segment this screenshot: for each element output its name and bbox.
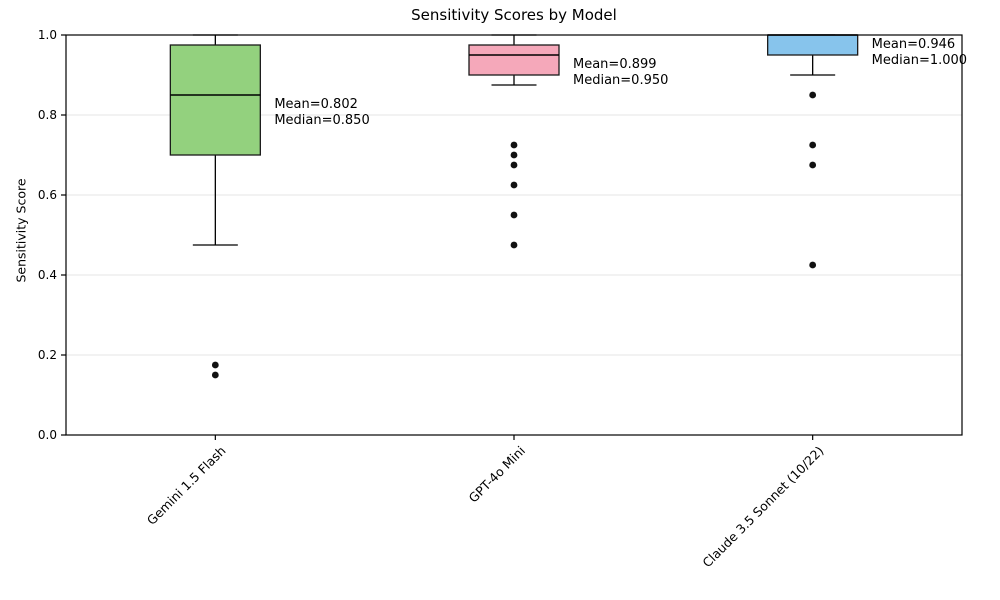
outlier-dot <box>510 141 518 149</box>
outlier-dot <box>510 181 518 189</box>
outlier-dot <box>809 161 817 169</box>
boxplot-box <box>468 44 560 76</box>
chart-title: Sensitivity Scores by Model <box>411 6 617 24</box>
stats-annotation: Mean=0.802 Median=0.850 <box>274 97 370 128</box>
outlier-dot <box>809 261 817 269</box>
outlier-dot <box>510 151 518 159</box>
y-tick-label: 0.0 <box>38 428 57 442</box>
outlier-dot <box>211 371 219 379</box>
boxplot-box <box>767 34 859 56</box>
y-tick-label: 0.2 <box>38 348 57 362</box>
outlier-dot <box>510 161 518 169</box>
boxplot-box <box>169 44 261 156</box>
y-tick-label: 0.8 <box>38 108 57 122</box>
outlier-dot <box>510 211 518 219</box>
outlier-dot <box>809 91 817 99</box>
y-tick-label: 0.4 <box>38 268 57 282</box>
outlier-dot <box>809 141 817 149</box>
y-tick-label: 1.0 <box>38 28 57 42</box>
y-axis-label: Sensitivity Score <box>13 178 29 283</box>
y-tick-label: 0.6 <box>38 188 57 202</box>
stats-annotation: Mean=0.899 Median=0.950 <box>573 57 669 88</box>
stats-annotation: Mean=0.946 Median=1.000 <box>871 37 968 68</box>
outlier-dot <box>510 241 518 249</box>
outlier-dot <box>211 361 219 369</box>
